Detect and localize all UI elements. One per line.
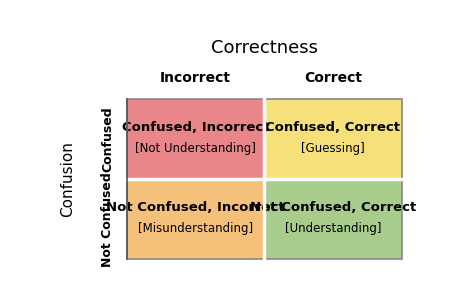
- Text: Correctness: Correctness: [211, 39, 318, 57]
- Text: Not Confused, Correct: Not Confused, Correct: [250, 201, 416, 214]
- Text: Correct: Correct: [304, 71, 362, 85]
- Bar: [264, 179, 402, 259]
- Bar: [127, 99, 402, 259]
- Text: Confused, Correct: Confused, Correct: [266, 121, 400, 134]
- Text: Confused: Confused: [101, 106, 114, 172]
- Text: Incorrect: Incorrect: [160, 71, 231, 85]
- Text: Not Confused, Incorrect: Not Confused, Incorrect: [106, 201, 285, 214]
- Text: Confused, Incorrect: Confused, Incorrect: [122, 121, 270, 134]
- Text: [Guessing]: [Guessing]: [301, 142, 365, 155]
- Text: [Misunderstanding]: [Misunderstanding]: [138, 222, 253, 235]
- Bar: [127, 179, 264, 259]
- Text: [Understanding]: [Understanding]: [285, 222, 381, 235]
- Bar: [264, 99, 402, 179]
- Text: Confusion: Confusion: [60, 141, 75, 217]
- Text: Not Confused: Not Confused: [101, 172, 114, 267]
- Bar: [127, 99, 264, 179]
- Text: [Not Understanding]: [Not Understanding]: [135, 142, 256, 155]
